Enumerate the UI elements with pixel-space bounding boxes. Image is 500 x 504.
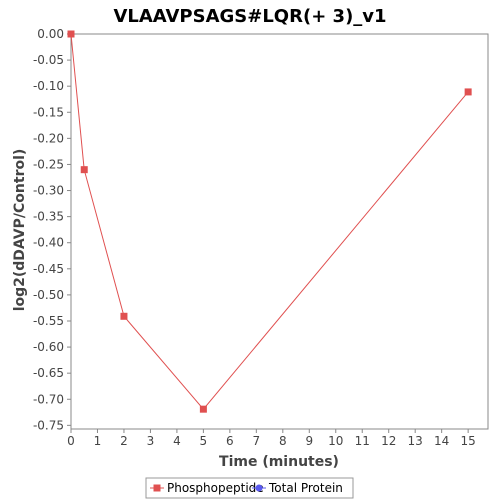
x-tick-label: 9	[305, 434, 313, 448]
y-tick-label: -0.60	[33, 340, 64, 354]
data-point	[67, 30, 75, 38]
x-tick-label: 12	[381, 434, 396, 448]
legend-marker	[255, 484, 263, 492]
x-tick-label: 14	[434, 434, 449, 448]
y-tick-label: 0.00	[37, 27, 64, 41]
legend: Phosphopeptide Total Protein	[145, 477, 354, 499]
y-tick-label: -0.45	[33, 262, 64, 276]
y-tick-label: -0.15	[33, 105, 64, 119]
x-tick-label: 4	[173, 434, 181, 448]
y-tick-label: -0.70	[33, 392, 64, 406]
x-axis-label: Time (minutes)	[219, 454, 339, 470]
chart-title: VLAAVPSAGS#LQR(+ 3)_v1	[113, 6, 386, 27]
x-tick-label: 15	[461, 434, 476, 448]
y-tick-label: -0.55	[33, 314, 64, 328]
y-tick-label: -0.65	[33, 366, 64, 380]
y-axis-label: log2(dDAVP/Control)	[12, 149, 28, 312]
y-tick-label: -0.25	[33, 157, 64, 171]
plot-frame	[70, 33, 489, 430]
y-tick-label: -0.20	[33, 131, 64, 145]
y-tick-label: -0.30	[33, 184, 64, 198]
x-tick-label: 5	[200, 434, 208, 448]
x-tick-label: 11	[355, 434, 370, 448]
x-tick-label: 1	[94, 434, 102, 448]
x-tick-label: 10	[328, 434, 343, 448]
y-tick-label: -0.05	[33, 53, 64, 67]
data-point	[80, 166, 88, 174]
x-tick-label: 0	[67, 434, 75, 448]
x-tick-label: 8	[279, 434, 287, 448]
y-tick-label: -0.75	[33, 418, 64, 432]
y-tick-label: -0.40	[33, 236, 64, 250]
y-tick-label: -0.10	[33, 79, 64, 93]
x-tick-label: 7	[253, 434, 261, 448]
x-tick-label: 6	[226, 434, 234, 448]
x-tick-label: 2	[120, 434, 128, 448]
legend-label: Total Protein	[268, 481, 343, 495]
y-tick-label: -0.35	[33, 210, 64, 224]
data-point	[120, 312, 128, 320]
legend-box	[145, 477, 354, 499]
x-tick-label: 3	[147, 434, 155, 448]
y-tick-label: -0.50	[33, 288, 64, 302]
legend-marker	[153, 484, 161, 492]
data-point	[464, 88, 472, 96]
plot-area: 0.00 -0.05 -0.10 -0.15 -0.20 -0.25 -0.30 -0.35 -…	[33, 27, 489, 448]
data-point	[199, 405, 207, 413]
x-tick-label: 13	[408, 434, 423, 448]
legend-label: Phosphopeptide	[167, 481, 264, 495]
